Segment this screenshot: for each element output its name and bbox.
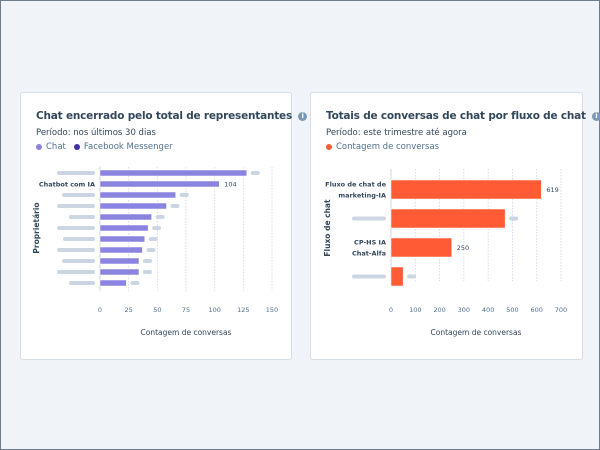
bar: [99, 257, 140, 265]
legend-label: Chat: [46, 142, 66, 152]
redacted-category: [57, 270, 95, 274]
legend-dot: [326, 144, 332, 150]
redacted-category: [69, 281, 95, 285]
x-tick-label: 150: [266, 306, 278, 314]
x-tick-label: 700: [555, 306, 567, 314]
data-label: 250: [457, 244, 469, 252]
chart-title: Totais de conversas de chat por fluxo de…: [326, 110, 600, 122]
chart-period: Período: este trimestre até agora: [326, 128, 467, 138]
bar: [390, 179, 542, 200]
redacted-value: [155, 215, 165, 219]
category-label: CP-HS IA: [354, 239, 386, 247]
x-tick-label: 300: [458, 306, 470, 314]
legend-label: Facebook Messenger: [83, 142, 173, 152]
category-label: marketing-IA: [338, 192, 386, 200]
redacted-value: [509, 216, 519, 221]
x-tick-label: 100: [208, 306, 220, 314]
x-tick-label: 500: [506, 306, 518, 314]
redacted-category: [57, 248, 95, 252]
chart-title: Chat encerrado pelo total de representan…: [36, 110, 308, 122]
category-label: Chat-Alfa: [352, 250, 386, 258]
bar: [99, 235, 145, 243]
x-axis-title: Contagem de conversas: [431, 328, 522, 337]
bar: [99, 246, 143, 254]
info-icon[interactable]: i: [591, 112, 600, 121]
data-label: 619: [546, 186, 558, 194]
redacted-category: [352, 274, 386, 279]
redacted-value: [170, 204, 180, 208]
redacted-value: [250, 171, 260, 175]
redacted-value: [142, 270, 152, 274]
bar: [99, 202, 167, 210]
bar: [99, 169, 248, 177]
x-tick-label: 0: [389, 306, 393, 314]
legend-item-conversation-count[interactable]: Contagem de conversas: [326, 142, 439, 152]
y-axis-title: Fluxo de chat: [323, 199, 332, 257]
redacted-category: [62, 193, 95, 197]
redacted-category: [57, 226, 95, 230]
legend-dot: [36, 144, 42, 150]
bar: [390, 266, 404, 287]
bar: [99, 191, 176, 199]
redacted-value: [130, 281, 140, 285]
x-tick-label: 50: [153, 306, 161, 314]
redacted-value: [152, 226, 162, 230]
x-tick-label: 25: [125, 306, 133, 314]
redacted-category: [62, 259, 95, 263]
redacted-category: [63, 237, 95, 241]
legend-dot: [73, 144, 80, 150]
bar: [390, 208, 506, 229]
category-label: Fluxo de chat de: [325, 181, 386, 189]
redacted-value: [407, 274, 417, 279]
x-tick-label: 100: [409, 306, 421, 314]
redacted-value: [142, 259, 152, 263]
redacted-category: [69, 215, 95, 219]
chart-legend: Chat Facebook Messenger: [36, 142, 173, 152]
x-tick-label: 200: [433, 306, 445, 314]
legend-label: Contagem de conversas: [336, 142, 440, 152]
category-label: Chatbot com IA: [39, 181, 95, 189]
data-label: 104: [224, 181, 236, 189]
bar: [390, 237, 452, 258]
redacted-category: [57, 171, 95, 175]
redacted-value: [146, 248, 156, 252]
y-axis-title: Proprietário: [32, 202, 41, 253]
bar: [99, 224, 149, 232]
bar: [99, 268, 140, 276]
x-axis-title: Contagem de conversas: [141, 328, 232, 337]
bar: [99, 213, 152, 221]
x-tick-label: 0: [98, 306, 102, 314]
redacted-category: [352, 216, 386, 221]
bar-chart-chat-flows: 0 100 200 300 400 500 600 700 619 Fluxo de chat d…: [323, 169, 567, 337]
redacted-value: [148, 237, 158, 241]
chart-card-chat-closed: Chat encerrado pelo total de representan…: [20, 92, 308, 360]
redacted-value: [179, 193, 189, 197]
redacted-category: [57, 204, 95, 208]
x-tick-label: 75: [182, 306, 190, 314]
x-tick-label: 400: [482, 306, 494, 314]
chart-legend: Contagem de conversas: [326, 142, 439, 152]
legend-item-facebook-messenger[interactable]: Facebook Messenger: [73, 142, 173, 152]
x-tick-label: 600: [531, 306, 543, 314]
chart-period: Período: nos últimos 30 dias: [36, 128, 156, 138]
x-tick-label: 125: [237, 306, 249, 314]
bar: [99, 279, 127, 287]
chart-card-chat-flows: Totais de conversas de chat por fluxo de…: [310, 92, 600, 360]
bar-chart-owners: 0 25 50 75 100 125 150 104 Chatbot com IA Contage…: [32, 167, 278, 337]
bar: [99, 180, 220, 188]
info-icon[interactable]: i: [298, 112, 308, 121]
legend-item-chat[interactable]: Chat: [36, 142, 66, 152]
